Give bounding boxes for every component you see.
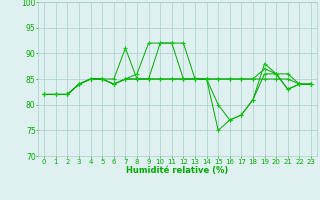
X-axis label: Humidité relative (%): Humidité relative (%) [126,166,229,175]
